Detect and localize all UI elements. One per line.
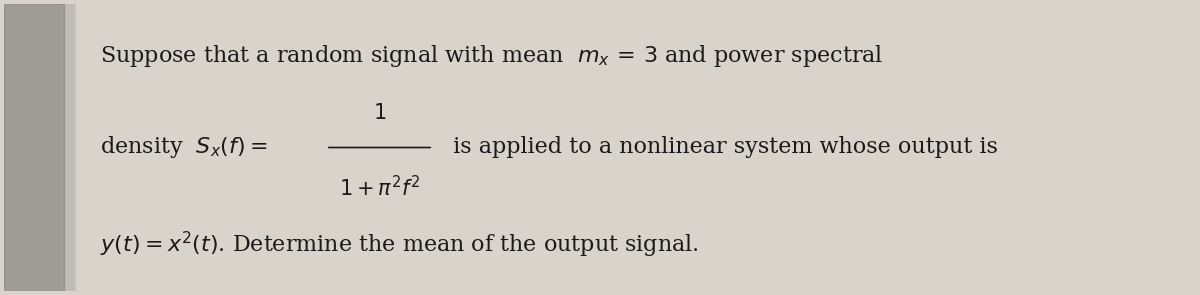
Text: density  $S_x(f) = $: density $S_x(f) = $ (100, 135, 268, 160)
Text: $1+\pi^2 f^2$: $1+\pi^2 f^2$ (338, 175, 420, 200)
Text: Suppose that a random signal with mean  $m_x\,{=}\,3$ and power spectral: Suppose that a random signal with mean $… (100, 43, 883, 69)
Text: $y(t) = x^2(t)$. Determine the mean of the output signal.: $y(t) = x^2(t)$. Determine the mean of t… (100, 230, 698, 260)
FancyBboxPatch shape (0, 1, 76, 294)
Text: $1$: $1$ (373, 103, 386, 123)
Text: is applied to a nonlinear system whose output is: is applied to a nonlinear system whose o… (439, 137, 998, 158)
Polygon shape (4, 4, 64, 291)
